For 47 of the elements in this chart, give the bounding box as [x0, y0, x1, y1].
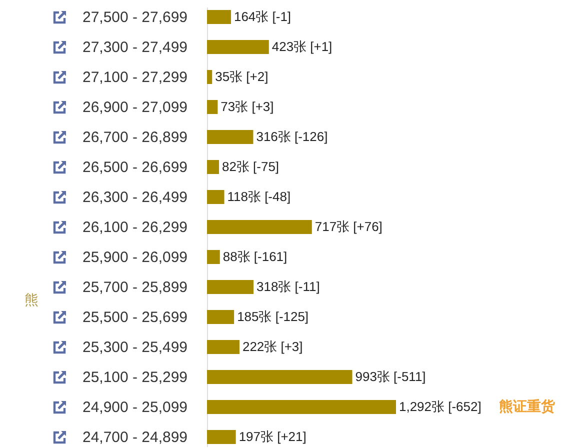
data-label: 164张 [-1] — [234, 9, 292, 24]
bar — [207, 190, 224, 204]
bar — [207, 130, 254, 144]
y-tick-label: 27,100 - 27,299 — [82, 69, 188, 86]
y-tick-label: 25,100 - 25,299 — [82, 369, 188, 386]
y-tick-label: 26,100 - 26,299 — [82, 219, 188, 236]
bar — [207, 370, 352, 384]
y-tick-label: 25,700 - 25,899 — [82, 279, 188, 296]
bar — [207, 220, 312, 234]
bar — [207, 340, 240, 354]
y-tick-label: 26,500 - 26,699 — [82, 159, 188, 176]
y-tick-label: 25,500 - 25,699 — [82, 309, 188, 326]
y-tick-label: 27,500 - 27,699 — [82, 9, 188, 26]
data-label: 222张 [+3] — [242, 339, 303, 354]
y-tick-label: 24,700 - 24,899 — [82, 429, 188, 446]
y-tick-label: 24,900 - 25,099 — [82, 399, 188, 416]
bar — [207, 250, 220, 264]
data-label: 717张 [+76] — [314, 219, 382, 234]
y-tick-label: 25,900 - 26,099 — [82, 249, 188, 266]
data-label: 118张 [-48] — [227, 189, 291, 204]
data-label: 35张 [+2] — [215, 69, 268, 84]
text: 熊证重货 — [499, 398, 556, 414]
y-tick-label: 26,700 - 26,899 — [82, 129, 188, 146]
data-label: 82张 [-75] — [222, 159, 280, 174]
y-tick-label: 27,300 - 27,499 — [82, 39, 188, 56]
data-label: 88张 [-161] — [222, 249, 288, 264]
bar — [207, 160, 219, 174]
bar — [207, 100, 218, 114]
bar — [207, 40, 269, 54]
data-label: 185张 [-125] — [237, 309, 309, 324]
y-tick-label: 26,900 - 27,099 — [82, 99, 188, 116]
data-label: 423张 [+1] — [272, 39, 332, 54]
bar — [207, 70, 212, 84]
bar — [207, 280, 254, 294]
bar — [207, 310, 234, 324]
data-label: 1,292张 [-652] — [399, 399, 482, 414]
data-label: 316张 [-126] — [256, 129, 328, 144]
data-label: 993张 [-511] — [355, 369, 426, 384]
y-tick-label: 26,300 - 26,499 — [82, 189, 188, 206]
data-label: 318张 [-11] — [256, 279, 320, 294]
data-label: 197张 [+21] — [238, 429, 306, 444]
y-axis-title: 熊 — [24, 292, 38, 308]
bar — [207, 400, 396, 414]
data-label: 73张 [+3] — [220, 99, 274, 114]
bar — [207, 430, 236, 444]
y-tick-label: 25,300 - 25,499 — [82, 339, 188, 356]
bar — [207, 10, 231, 24]
